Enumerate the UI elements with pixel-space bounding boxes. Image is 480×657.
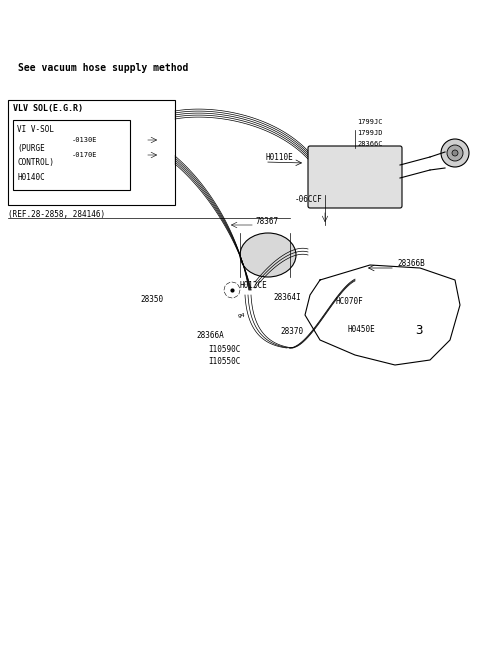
Text: H0450E: H0450E: [348, 325, 376, 334]
Text: 78367: 78367: [256, 217, 279, 225]
Ellipse shape: [240, 233, 296, 277]
Text: VLV SOL(E.G.R): VLV SOL(E.G.R): [13, 104, 83, 112]
Text: H012CE: H012CE: [240, 281, 268, 290]
Text: 28350: 28350: [140, 296, 163, 304]
Bar: [8, 100, 175, 205]
Text: 28366C: 28366C: [357, 141, 383, 147]
Bar: [13, 120, 130, 190]
Text: 3: 3: [415, 323, 422, 336]
Text: 28370: 28370: [280, 327, 303, 336]
Circle shape: [452, 150, 458, 156]
Text: VI V-SOL: VI V-SOL: [17, 125, 54, 135]
Text: I10590C: I10590C: [208, 346, 240, 355]
Circle shape: [441, 139, 469, 167]
Text: CONTROL): CONTROL): [17, 158, 54, 168]
Text: I10550C: I10550C: [208, 357, 240, 367]
Text: H0110E: H0110E: [266, 154, 294, 162]
Text: 28364I: 28364I: [273, 294, 301, 302]
Text: 1799JD: 1799JD: [357, 130, 383, 136]
Text: -0130E: -0130E: [72, 137, 97, 143]
Text: -06CCF: -06CCF: [295, 194, 323, 204]
Text: H0140C: H0140C: [17, 173, 45, 183]
Text: (PURGE: (PURGE: [17, 143, 45, 152]
Text: 28366A: 28366A: [196, 330, 224, 340]
Text: -0170E: -0170E: [72, 152, 97, 158]
Circle shape: [447, 145, 463, 161]
Text: (REF.28-2858, 284146): (REF.28-2858, 284146): [8, 210, 105, 219]
Text: 1799JC: 1799JC: [357, 119, 383, 125]
Text: 28366B: 28366B: [397, 260, 425, 269]
Text: HC070F: HC070F: [335, 298, 363, 307]
FancyBboxPatch shape: [308, 146, 402, 208]
Text: g4: g4: [238, 313, 245, 317]
Text: See vacuum hose supply method: See vacuum hose supply method: [18, 63, 188, 73]
